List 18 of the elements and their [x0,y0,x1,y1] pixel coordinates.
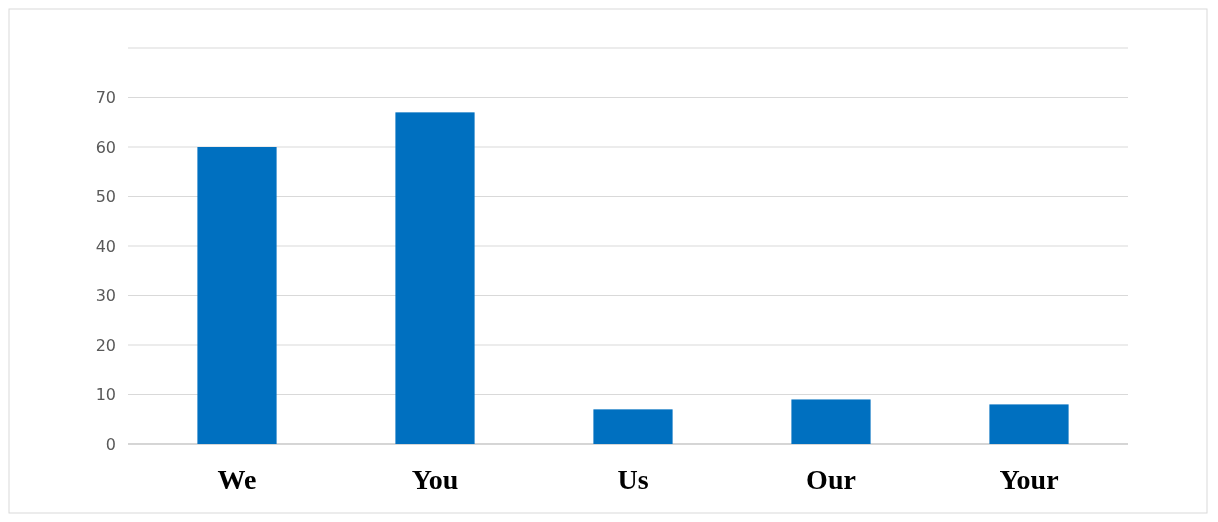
x-tick-label: We [217,464,257,495]
bar [791,399,871,444]
y-tick-label: 50 [95,187,116,207]
x-tick-label: Our [806,464,856,495]
y-tick-label: 10 [95,385,116,405]
bar [395,112,475,444]
y-tick-label: 70 [95,88,116,108]
x-tick-label: Your [999,464,1059,495]
y-tick-label: 0 [105,434,116,454]
bar [593,409,673,444]
y-tick-label: 20 [95,335,116,355]
y-tick-label: 30 [95,286,116,306]
y-tick-label: 60 [95,137,116,157]
bar [989,404,1069,444]
bar [197,147,277,444]
y-tick-label: 40 [95,236,116,256]
x-tick-label: Us [617,464,649,495]
x-tick-label: You [411,464,459,495]
